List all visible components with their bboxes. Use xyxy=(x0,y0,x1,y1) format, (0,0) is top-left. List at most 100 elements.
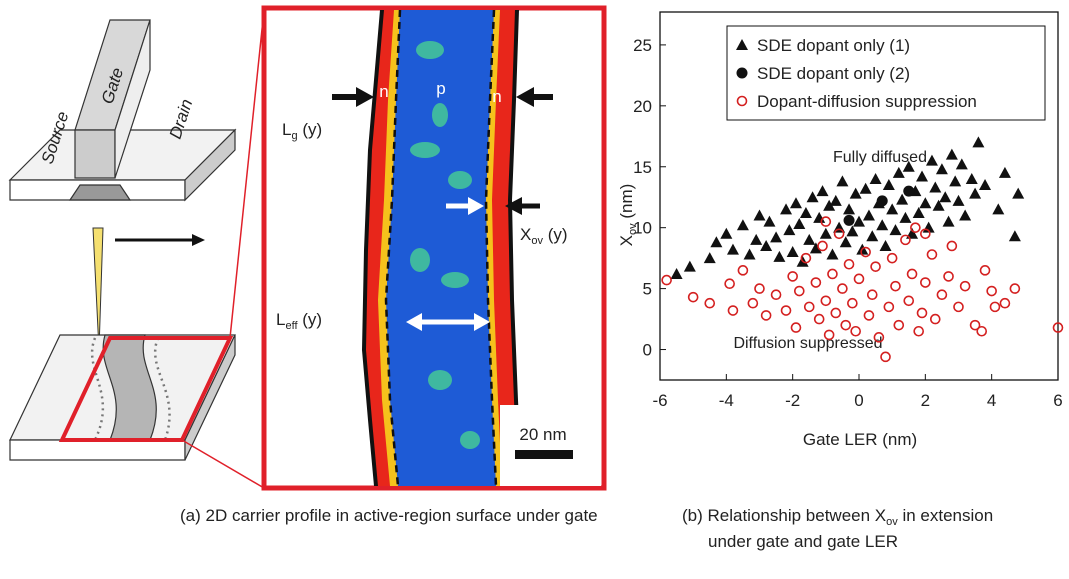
channel xyxy=(68,184,132,201)
open-circle-marker xyxy=(920,277,931,288)
arrowhead xyxy=(505,197,522,215)
open-circle-marker xyxy=(943,271,954,282)
open-circle-marker xyxy=(817,240,828,252)
x-tick-label: 6 xyxy=(1053,391,1062,410)
blob xyxy=(410,248,430,272)
blob xyxy=(448,171,472,189)
open-circle-marker xyxy=(827,268,838,280)
open-circle-marker xyxy=(860,246,871,258)
open-circle-marker xyxy=(823,329,835,341)
triangle-marker xyxy=(1008,230,1021,242)
triangle-marker xyxy=(859,182,872,194)
triangle-marker xyxy=(726,243,739,255)
open-circle-marker xyxy=(800,252,812,264)
triangle-marker xyxy=(703,252,716,264)
annotation: Diffusion suppressed xyxy=(733,335,882,352)
open-circle-marker xyxy=(754,283,765,294)
scale-label: 20 nm xyxy=(519,425,566,444)
open-circle-marker xyxy=(953,301,964,313)
open-circle-marker xyxy=(1009,283,1021,294)
open-circle-marker xyxy=(929,313,941,325)
triangle-marker xyxy=(899,211,912,223)
open-circle-marker xyxy=(989,301,1001,313)
y-tick-label: 5 xyxy=(643,280,652,299)
triangle-marker xyxy=(849,187,862,199)
circle-marker xyxy=(903,185,915,197)
ylabel-sub: ov xyxy=(627,223,639,235)
green-blobs xyxy=(410,41,480,449)
x-tick-label: -4 xyxy=(719,391,734,410)
open-circle-marker xyxy=(866,289,878,301)
x-tick-label: 2 xyxy=(921,391,930,410)
p-label: p xyxy=(436,79,445,98)
arrowhead xyxy=(406,313,422,331)
open-circle-marker xyxy=(833,228,845,240)
triangle-marker xyxy=(955,158,968,170)
triangle-marker xyxy=(952,194,965,206)
legend-label: Dopant-diffusion suppression xyxy=(757,92,977,111)
open-circle-marker xyxy=(787,271,798,282)
y-axis-label: Xov (nm) xyxy=(617,184,639,247)
triangle-marker xyxy=(998,166,1011,178)
open-circle-marker xyxy=(790,322,802,333)
triangle-marker xyxy=(896,193,909,205)
triangle-marker xyxy=(939,191,952,203)
open-circle-marker xyxy=(747,297,759,309)
triangle-marker xyxy=(892,166,905,178)
caption-b-start: (b) Relationship between X xyxy=(682,506,886,525)
legend-label: SDE dopant only (2) xyxy=(757,64,910,83)
arrowhead xyxy=(468,197,484,215)
x-tick-label: 0 xyxy=(854,391,863,410)
n-label: n xyxy=(492,87,501,106)
triangle-marker xyxy=(846,225,859,237)
open-circle-marker xyxy=(661,274,672,286)
open-circle-marker xyxy=(840,319,852,331)
xov-label: Xov (y) xyxy=(520,225,568,247)
triangle-marker xyxy=(969,187,982,199)
blob xyxy=(428,370,452,390)
scale-box xyxy=(500,405,601,486)
caption-b: (b) Relationship between Xov in extensio… xyxy=(682,506,993,528)
open-circle-marker xyxy=(830,307,842,319)
triangle-marker xyxy=(789,197,802,209)
open-circle-marker xyxy=(820,295,832,307)
open-circle-marker xyxy=(1052,322,1064,333)
open-circle-marker xyxy=(986,285,997,297)
triangle-marker xyxy=(770,231,783,243)
xov-sub: ov xyxy=(531,235,543,247)
circle-marker xyxy=(876,195,888,207)
open-circle-marker xyxy=(900,234,911,246)
open-circle-marker xyxy=(903,295,915,307)
gate-side xyxy=(114,19,151,179)
xov-main: X xyxy=(520,225,531,244)
open-circle-marker xyxy=(853,273,865,285)
triangle-marker xyxy=(780,203,793,215)
open-circle-marker xyxy=(770,289,782,301)
open-circle-marker xyxy=(820,216,832,227)
y-tick-label: 0 xyxy=(643,341,652,360)
open-circle-marker xyxy=(976,325,988,337)
x-tick-label: -2 xyxy=(785,391,800,410)
open-circle-marker xyxy=(969,319,981,331)
triangle-marker xyxy=(919,197,932,209)
ylabel-rest: (nm) xyxy=(617,184,636,224)
blob xyxy=(410,142,440,158)
leff-label: Leff (y) xyxy=(276,310,322,332)
annotation: Fully diffused xyxy=(833,149,927,166)
open-circle-marker xyxy=(890,280,901,292)
triangle-marker xyxy=(720,227,733,239)
triangle-marker xyxy=(916,170,929,182)
arrowhead xyxy=(356,87,374,107)
xov-rest: (y) xyxy=(543,225,568,244)
scatter-chart: Gate LER (nm) Xov (nm) Fully diffused Di… xyxy=(617,11,1064,449)
lg-rest: (y) xyxy=(298,120,323,139)
lg-main: L xyxy=(282,120,291,139)
device-bottom xyxy=(9,334,236,461)
slab-side xyxy=(184,334,236,461)
triangle-marker xyxy=(793,218,806,230)
open-circle-marker xyxy=(906,268,918,280)
caption-b-line2: under gate and gate LER xyxy=(708,532,898,551)
gate-front xyxy=(74,129,116,179)
open-circle-marker xyxy=(883,301,895,313)
triangle-marker xyxy=(862,209,875,221)
